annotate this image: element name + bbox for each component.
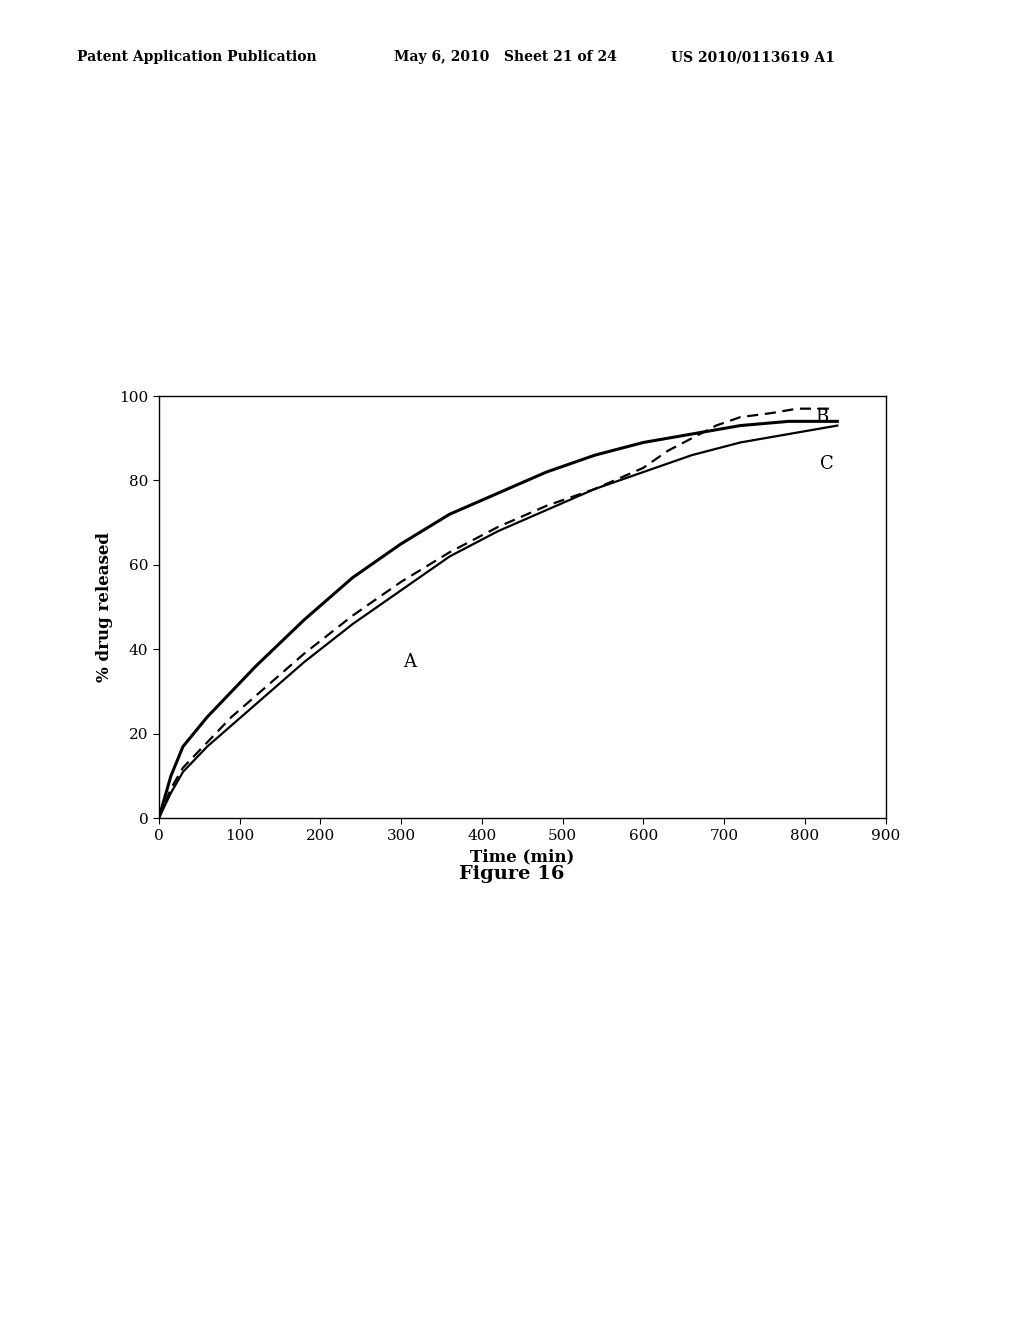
X-axis label: Time (min): Time (min)	[470, 849, 574, 866]
Y-axis label: % drug released: % drug released	[96, 532, 114, 682]
Text: C: C	[819, 454, 834, 473]
Text: A: A	[402, 653, 416, 671]
Text: Patent Application Publication: Patent Application Publication	[77, 50, 316, 65]
Text: May 6, 2010   Sheet 21 of 24: May 6, 2010 Sheet 21 of 24	[394, 50, 617, 65]
Text: US 2010/0113619 A1: US 2010/0113619 A1	[671, 50, 835, 65]
Text: Figure 16: Figure 16	[459, 865, 565, 883]
Text: B: B	[815, 408, 828, 426]
